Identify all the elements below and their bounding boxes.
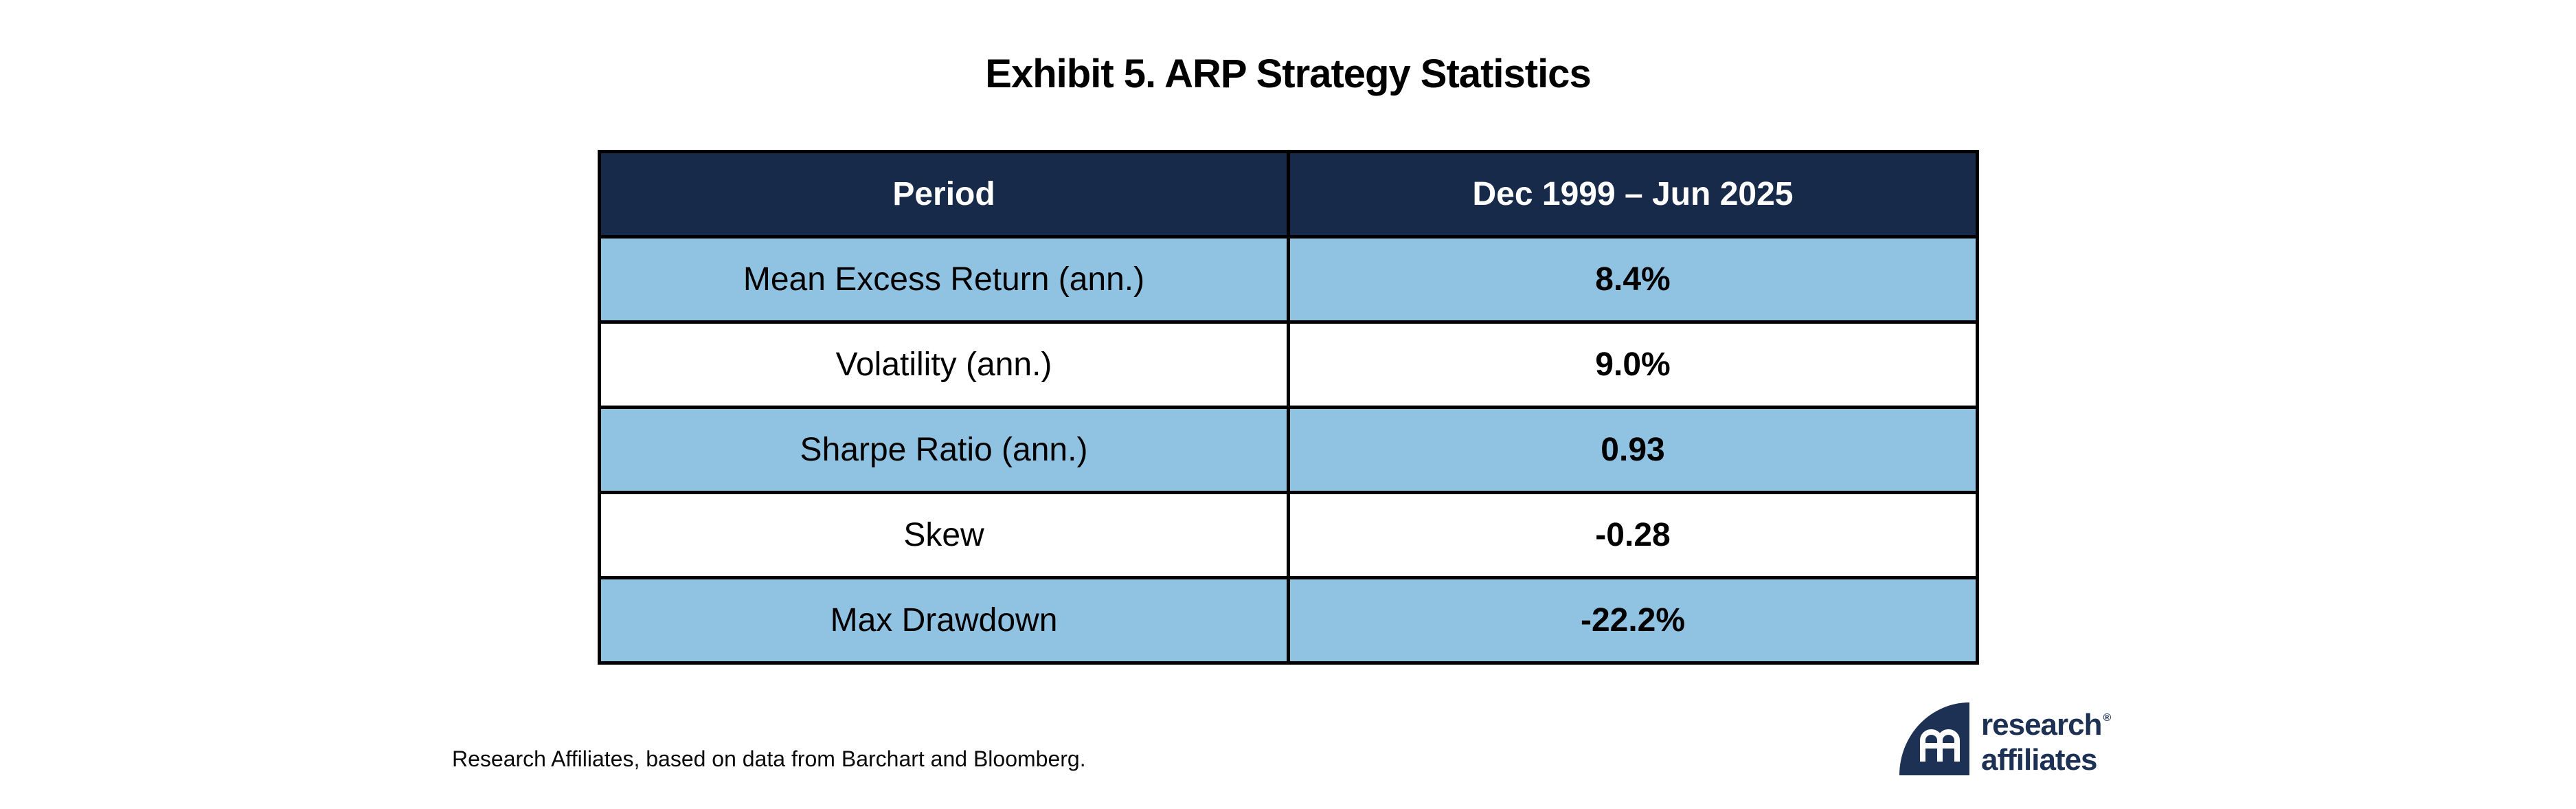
registered-trademark-icon: ® (2103, 712, 2112, 724)
table-row: Sharpe Ratio (ann.) 0.93 (598, 406, 1979, 494)
ra-monogram-icon (1899, 702, 1969, 775)
logo-wordmark: research ® affiliates (1981, 702, 2111, 775)
row-label-cell: Mean Excess Return (ann.) (598, 235, 1290, 324)
row-value-cell: 0.93 (1287, 406, 1979, 494)
logo-word-research: research ® (1981, 708, 2112, 742)
table-row: Volatility (ann.) 9.0% (598, 320, 1979, 409)
row-label-cell: Skew (598, 491, 1290, 579)
arp-statistics-table: Period Dec 1999 – Jun 2025 Mean Excess R… (598, 150, 1979, 665)
row-label-cell: Volatility (ann.) (598, 320, 1290, 409)
page-title: Exhibit 5. ARP Strategy Statistics (985, 52, 1591, 96)
table-row: Skew -0.28 (598, 491, 1979, 579)
column-header-date-range: Dec 1999 – Jun 2025 (1287, 150, 1979, 239)
logo-word-affiliates: affiliates (1981, 743, 2098, 777)
row-value-cell: -22.2% (1287, 576, 1979, 665)
row-label-cell: Max Drawdown (598, 576, 1290, 665)
source-note: Research Affiliates, based on data from … (452, 746, 1086, 771)
row-value-cell: 9.0% (1287, 320, 1979, 409)
row-value-cell: 8.4% (1287, 235, 1979, 324)
table-header-row: Period Dec 1999 – Jun 2025 (598, 150, 1979, 239)
row-value-cell: -0.28 (1287, 491, 1979, 579)
research-affiliates-logo: research ® affiliates (1899, 702, 2111, 775)
row-label-cell: Sharpe Ratio (ann.) (598, 406, 1290, 494)
table-row: Mean Excess Return (ann.) 8.4% (598, 235, 1979, 324)
column-header-period: Period (598, 150, 1290, 239)
table-row: Max Drawdown -22.2% (598, 576, 1979, 665)
